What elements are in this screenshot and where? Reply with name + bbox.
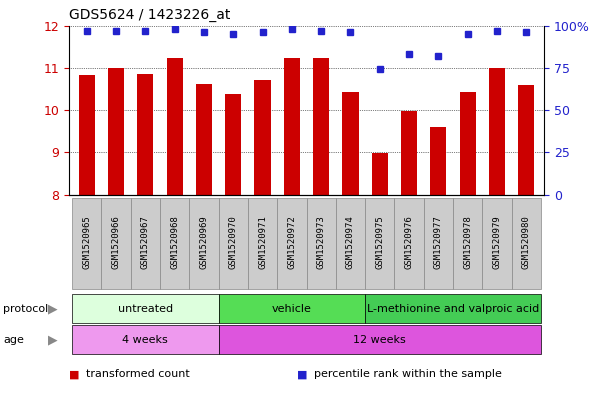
FancyBboxPatch shape <box>277 198 307 289</box>
Text: GSM1520967: GSM1520967 <box>141 215 150 268</box>
FancyBboxPatch shape <box>160 198 189 289</box>
Text: GSM1520970: GSM1520970 <box>229 215 238 268</box>
FancyBboxPatch shape <box>336 198 365 289</box>
FancyBboxPatch shape <box>248 198 277 289</box>
Text: GSM1520978: GSM1520978 <box>463 215 472 268</box>
Text: GSM1520965: GSM1520965 <box>82 215 91 268</box>
Text: age: age <box>3 335 24 345</box>
FancyBboxPatch shape <box>307 198 336 289</box>
Bar <box>79 75 95 195</box>
Bar <box>196 84 212 195</box>
Text: GSM1520976: GSM1520976 <box>404 215 413 268</box>
Text: ■: ■ <box>297 369 311 379</box>
Text: ▶: ▶ <box>48 333 58 347</box>
Bar <box>401 111 417 195</box>
Bar <box>313 59 329 195</box>
Text: GSM1520972: GSM1520972 <box>287 215 296 268</box>
FancyBboxPatch shape <box>189 198 219 289</box>
FancyBboxPatch shape <box>72 294 219 323</box>
Text: 12 weeks: 12 weeks <box>353 335 406 345</box>
FancyBboxPatch shape <box>365 294 541 323</box>
FancyBboxPatch shape <box>424 198 453 289</box>
FancyBboxPatch shape <box>130 198 160 289</box>
Text: GSM1520969: GSM1520969 <box>200 215 209 268</box>
Text: L-methionine and valproic acid: L-methionine and valproic acid <box>367 303 539 314</box>
Text: untreated: untreated <box>118 303 173 314</box>
Text: GSM1520973: GSM1520973 <box>317 215 326 268</box>
Text: 4 weeks: 4 weeks <box>123 335 168 345</box>
Text: GSM1520979: GSM1520979 <box>492 215 501 268</box>
FancyBboxPatch shape <box>219 198 248 289</box>
Bar <box>430 127 447 195</box>
FancyBboxPatch shape <box>365 198 394 289</box>
Text: GSM1520971: GSM1520971 <box>258 215 267 268</box>
Bar <box>225 94 241 195</box>
Bar <box>108 68 124 195</box>
Text: GSM1520966: GSM1520966 <box>112 215 121 268</box>
FancyBboxPatch shape <box>219 294 365 323</box>
FancyBboxPatch shape <box>453 198 483 289</box>
Bar <box>460 92 476 195</box>
Bar <box>343 92 359 195</box>
Text: GSM1520968: GSM1520968 <box>170 215 179 268</box>
Bar <box>166 59 183 195</box>
FancyBboxPatch shape <box>72 198 102 289</box>
Bar <box>284 59 300 195</box>
FancyBboxPatch shape <box>102 198 130 289</box>
Text: GSM1520977: GSM1520977 <box>434 215 443 268</box>
Text: percentile rank within the sample: percentile rank within the sample <box>314 369 502 379</box>
FancyBboxPatch shape <box>72 325 219 354</box>
FancyBboxPatch shape <box>219 325 541 354</box>
FancyBboxPatch shape <box>483 198 511 289</box>
Text: ▶: ▶ <box>48 302 58 315</box>
Text: vehicle: vehicle <box>272 303 312 314</box>
Text: protocol: protocol <box>3 303 48 314</box>
FancyBboxPatch shape <box>394 198 424 289</box>
Bar <box>518 85 534 195</box>
Text: transformed count: transformed count <box>86 369 190 379</box>
Bar <box>489 68 505 195</box>
Bar <box>254 80 270 195</box>
Text: GSM1520974: GSM1520974 <box>346 215 355 268</box>
Text: GDS5624 / 1423226_at: GDS5624 / 1423226_at <box>69 7 231 22</box>
Text: ■: ■ <box>69 369 83 379</box>
Text: GSM1520980: GSM1520980 <box>522 215 531 268</box>
Bar <box>372 153 388 195</box>
FancyBboxPatch shape <box>511 198 541 289</box>
Bar <box>137 74 153 195</box>
Text: GSM1520975: GSM1520975 <box>375 215 384 268</box>
